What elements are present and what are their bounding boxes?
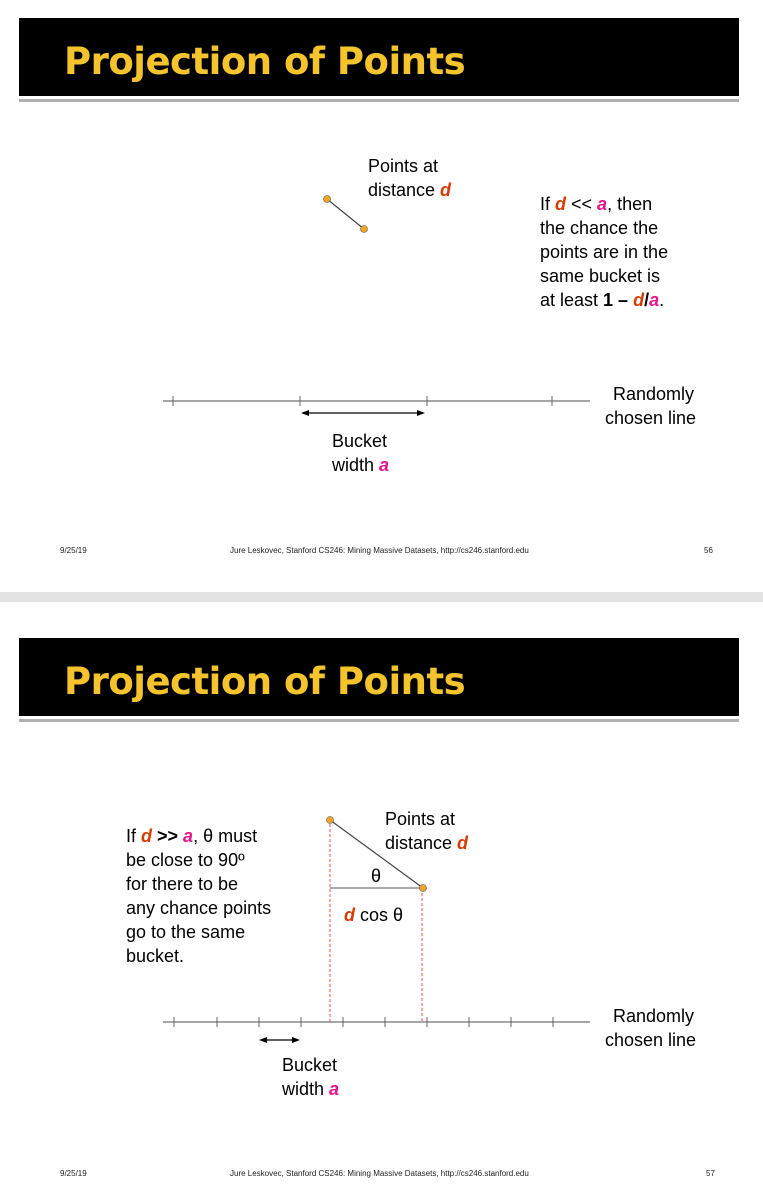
point-2 [419, 884, 427, 892]
footer-page-number: 56 [704, 546, 713, 555]
bucket-ticks [173, 1017, 554, 1027]
point-1 [323, 195, 331, 203]
random-line-label: Randomly chosen line [605, 1006, 697, 1050]
footer-page-number: 57 [706, 1169, 715, 1178]
bucket-width-label: Bucket width a [282, 1055, 340, 1099]
title-divider [19, 719, 739, 722]
projection-diagram [163, 816, 590, 1043]
slide-title: Projection of Points [64, 660, 466, 703]
bucket-ticks [172, 396, 553, 406]
footer-credit: Jure Leskovec, Stanford CS246: Mining Ma… [230, 546, 529, 555]
slide-56: Projection of Points Points at distance … [0, 0, 763, 592]
title-divider [19, 99, 739, 102]
projection-diagram [163, 195, 590, 416]
title-bar: Projection of Points [19, 638, 739, 716]
footer-credit: Jure Leskovec, Stanford CS246: Mining Ma… [230, 1169, 529, 1178]
footer-date: 9/25/19 [60, 1169, 87, 1178]
points-label: Points at distance d [385, 809, 469, 853]
random-line-label: Randomly chosen line [605, 384, 697, 428]
slide-title: Projection of Points [64, 40, 466, 83]
point-1 [326, 816, 334, 824]
distance-segment [326, 198, 365, 230]
bucket-width-label: Bucket width a [332, 431, 390, 475]
point-2 [360, 225, 368, 233]
condition-text: If d >> a, θ must be close to 90º for th… [126, 826, 272, 966]
condition-text: If d << a, then the chance the points ar… [540, 194, 669, 310]
points-label: Points at distance d [368, 156, 452, 200]
projection-length-label: d cos θ [344, 905, 404, 925]
slide-57: Projection of Points If d >> [0, 602, 763, 1198]
title-bar: Projection of Points [19, 18, 739, 96]
distance-segment [329, 819, 424, 889]
theta-label: θ [371, 866, 382, 886]
footer-date: 9/25/19 [60, 546, 87, 555]
